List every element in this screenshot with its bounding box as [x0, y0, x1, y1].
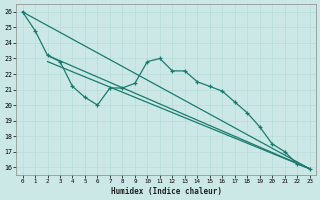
X-axis label: Humidex (Indice chaleur): Humidex (Indice chaleur) [111, 187, 221, 196]
